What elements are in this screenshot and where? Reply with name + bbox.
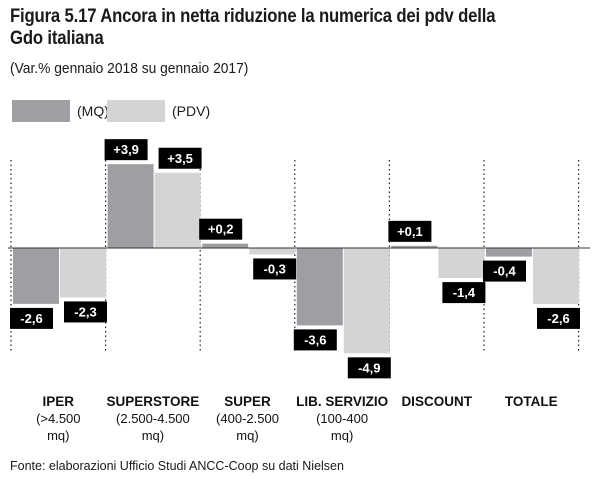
category-detail-iper-1: mq) [47, 428, 69, 443]
bar-discount-mq [391, 245, 438, 248]
data-label-box-discount-pdv [442, 282, 486, 304]
data-label-iper-mq: -2,6 [20, 311, 42, 326]
data-label-box-superstore-mq [104, 139, 148, 161]
data-label-super-pdv: -0,3 [263, 261, 285, 276]
data-label-box-lib-servizio-mq [293, 329, 337, 351]
legend-swatch-mq [12, 100, 70, 122]
data-label-totale-mq: -0,4 [493, 264, 516, 279]
chart-subtitle: (Var.% gennaio 2018 su gennaio 2017) [10, 60, 249, 77]
category-label-super: SUPER [224, 394, 271, 409]
bar-totale-mq [486, 248, 532, 257]
category-detail-lib-servizio-0: (100-400 [316, 411, 368, 426]
source-note: Fonte: elaborazioni Ufficio Studi ANCC-C… [10, 459, 344, 473]
category-detail-super-0: (400-2.500 [216, 411, 279, 426]
data-label-totale-pdv: -2,6 [547, 311, 569, 326]
category-label-lib-servizio: LIB. SERVIZIO [296, 394, 388, 409]
bar-lib-servizio-mq [296, 248, 343, 326]
bar-iper-pdv [60, 248, 106, 298]
category-label-iper: IPER [43, 394, 75, 409]
data-label-lib-servizio-mq: -3,6 [304, 332, 326, 347]
category-detail-superstore-1: mq) [142, 428, 164, 443]
category-detail-super-1: mq) [236, 428, 258, 443]
legend-label-mq: (MQ) [77, 103, 109, 119]
category-label-discount: DISCOUNT [401, 394, 472, 409]
bar-discount-pdv [438, 248, 485, 279]
bar-super-pdv [249, 248, 296, 255]
bar-iper-mq [13, 248, 59, 304]
legend-swatch-pdv [107, 100, 165, 122]
chart-title: Figura 5.17 Ancora in netta riduzione la… [10, 6, 496, 49]
bar-superstore-pdv [154, 172, 201, 248]
category-label-totale: TOTALE [505, 394, 558, 409]
data-label-superstore-pdv: +3,5 [167, 151, 193, 166]
data-label-box-totale-mq [483, 260, 526, 282]
category-detail-iper-0: (>4.500 [36, 411, 80, 426]
legend-item-pdv: (PDV) [107, 100, 210, 122]
bar-lib-servizio-pdv [343, 248, 390, 354]
bar-totale-pdv [533, 248, 579, 304]
data-label-box-superstore-pdv [158, 147, 202, 169]
data-label-box-iper-pdv [64, 301, 107, 323]
data-label-box-super-pdv [253, 258, 297, 280]
data-label-box-super-mq [199, 218, 243, 240]
data-label-box-lib-servizio-pdv [347, 357, 391, 379]
data-label-box-totale-pdv [537, 307, 580, 329]
data-label-box-discount-mq [388, 220, 432, 242]
data-label-lib-servizio-pdv: -4,9 [358, 360, 380, 375]
legend-item-mq: (MQ) [12, 100, 109, 122]
category-detail-superstore-0: (2.500-4.500 [116, 411, 190, 426]
category-label-superstore: SUPERSTORE [107, 394, 200, 409]
data-label-iper-pdv: -2,3 [74, 304, 96, 319]
category-detail-lib-servizio-1: mq) [331, 428, 353, 443]
data-label-super-mq: +0,2 [208, 222, 234, 237]
data-label-box-iper-mq [10, 307, 53, 329]
bar-superstore-mq [107, 164, 154, 248]
data-label-superstore-mq: +3,9 [113, 142, 139, 157]
data-label-discount-pdv: -1,4 [453, 285, 476, 300]
data-label-discount-mq: +0,1 [397, 224, 423, 239]
legend-label-pdv: (PDV) [172, 103, 211, 119]
bar-super-mq [202, 243, 249, 248]
